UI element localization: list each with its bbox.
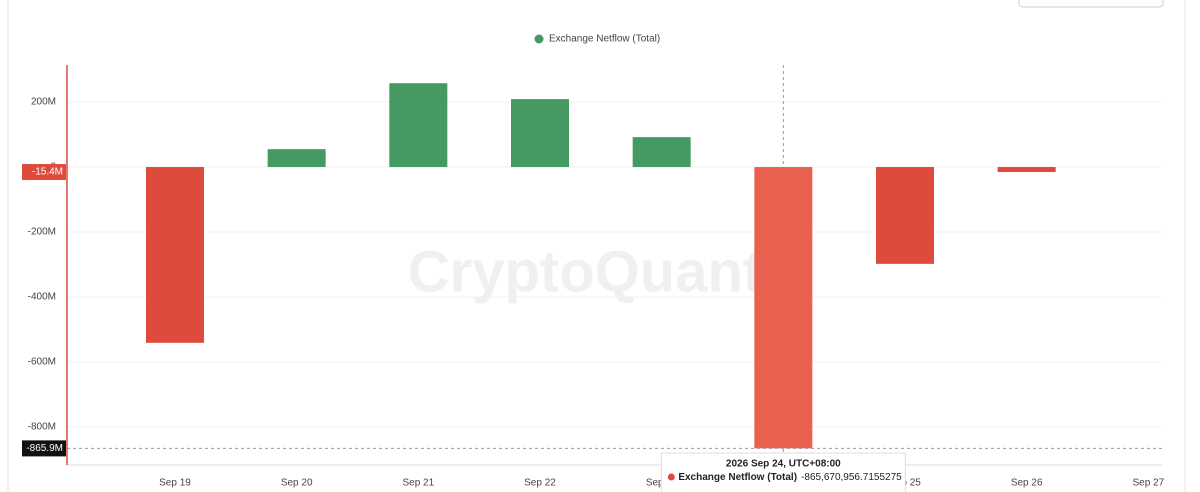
marker-label: -15.4M xyxy=(32,167,63,178)
tooltip-box xyxy=(660,452,906,492)
x-tick-label: Sep 20 xyxy=(281,478,313,489)
legend-swatch xyxy=(534,34,544,44)
tooltip-title: 2026 Sep 24, UTC+08:00 xyxy=(726,459,841,470)
tooltip-series: Exchange Netflow (Total) xyxy=(678,472,797,483)
bar xyxy=(146,167,204,343)
marker-box xyxy=(22,440,66,457)
tooltip-value: -865,670,956.7155275 xyxy=(801,472,902,483)
bar xyxy=(632,137,691,168)
y-tick-label: -400M xyxy=(28,292,56,303)
bar xyxy=(267,149,326,168)
watermark: CryptoQuant xyxy=(408,239,762,304)
y-tick-label: 200M xyxy=(31,97,56,108)
marker-box xyxy=(22,164,66,181)
bar xyxy=(754,167,813,449)
x-tick-label: Sep 21 xyxy=(402,478,434,489)
legend-label: Exchange Netflow (Total) xyxy=(549,34,660,45)
tooltip-swatch xyxy=(667,473,675,481)
y-tick-label: -200M xyxy=(28,227,56,238)
bar xyxy=(997,167,1056,173)
x-tick-label: Sep 19 xyxy=(159,478,191,489)
x-tick-label: Sep 27 xyxy=(1132,478,1164,489)
tooltip-line: Exchange Netflow (Total) -865,670,956.715… xyxy=(678,472,902,483)
panel xyxy=(7,0,1186,492)
y-tick-label: -600M xyxy=(28,357,56,368)
x-tick-label: Sep 22 xyxy=(524,478,556,489)
bar xyxy=(389,83,448,168)
bar xyxy=(511,99,569,168)
marker-label: -865.9M xyxy=(26,443,63,454)
x-tick-label: Sep 26 xyxy=(1011,478,1043,489)
control[interactable] xyxy=(1018,0,1164,8)
y-tick-label: -800M xyxy=(28,422,56,433)
bar xyxy=(876,167,934,264)
